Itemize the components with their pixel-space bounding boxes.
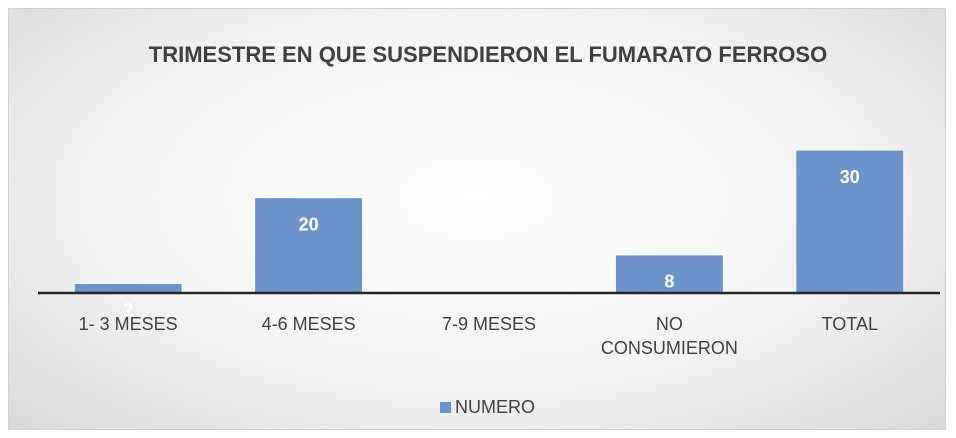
legend-swatch xyxy=(440,402,451,413)
data-label: 20 xyxy=(299,214,319,234)
bar xyxy=(254,197,364,294)
x-tick-label: 7-9 MESES xyxy=(441,314,537,334)
legend-label: NUMERO xyxy=(455,397,535,417)
bar xyxy=(614,254,724,294)
bar xyxy=(73,282,183,294)
data-label: 8 xyxy=(664,272,674,292)
chart-area xyxy=(8,8,946,430)
x-tick-label: NO CONSUMIERON xyxy=(600,314,738,358)
x-tick-label: 4-6 MESES xyxy=(261,314,356,334)
data-label: 2 xyxy=(123,300,133,320)
x-tick-label: TOTAL xyxy=(821,314,878,334)
bar xyxy=(795,149,905,294)
data-label: 30 xyxy=(840,167,860,187)
chart-title: TRIMESTRE EN QUE SUSPENDIERON EL FUMARAT… xyxy=(149,42,827,67)
x-tick-label: 1- 3 MESES xyxy=(78,314,178,334)
